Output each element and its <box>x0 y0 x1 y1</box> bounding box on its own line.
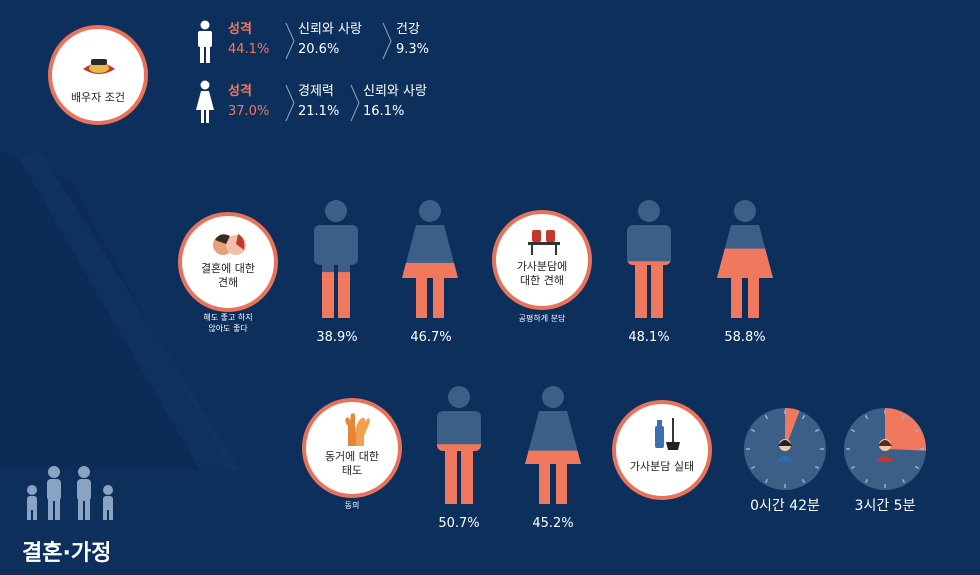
female-condition-2: 경제력 21.1% <box>298 84 340 119</box>
chevron-right-icon <box>285 84 295 122</box>
male-condition-2: 신뢰와 사랑 20.6% <box>298 22 362 57</box>
cohabitation-label-2: 태도 <box>341 464 363 477</box>
spouse-conditions-circle: 배우자 조건 <box>48 25 148 125</box>
housework-view-label-1: 가사분담에 <box>516 260 568 273</box>
chevron-right-icon <box>382 22 392 60</box>
marriage-view-label-1: 결혼에 대한 <box>200 262 256 275</box>
cohabitation-label-1: 동거에 대한 <box>324 450 380 463</box>
cushion-icon <box>83 59 115 74</box>
marriage-view-circle: 결혼에 대한 견해 <box>178 212 278 312</box>
housework-view-female-figure <box>717 200 773 318</box>
couple-kiss-icon <box>213 234 246 255</box>
housework-view-circle: 가사분담에 대한 견해 <box>492 210 592 310</box>
cohabitation-sub: 동의 <box>344 501 360 510</box>
section-title: 결혼·가정 <box>22 541 112 566</box>
time-sector <box>785 408 800 449</box>
male-condition-1: 성격 44.1% <box>228 22 270 57</box>
chevron-right-icon <box>350 84 360 122</box>
marriage-view-label-2: 견해 <box>217 276 239 289</box>
housework-view-male-figure <box>627 200 671 318</box>
chairs-table-icon <box>528 230 560 255</box>
gloves-icon <box>345 413 370 446</box>
housework-view-male-pct: 48.1% <box>628 330 670 345</box>
chevron-right-icon <box>285 22 295 60</box>
cleaning-supplies-icon <box>655 418 680 450</box>
female-condition-1: 성격 37.0% <box>228 84 270 119</box>
marriage-female-figure <box>402 200 458 318</box>
marriage-male-figure <box>314 200 358 318</box>
housework-actual-label: 가사분담 실태 <box>629 460 695 473</box>
cohabitation-female-figure <box>525 386 581 504</box>
housework-view-female-pct: 58.8% <box>724 330 766 345</box>
cohabitation-circle: 동거에 대한 태도 <box>302 398 402 498</box>
housework-view-label-2: 대한 견해 <box>520 274 564 287</box>
marriage-female-pct: 46.7% <box>410 330 452 345</box>
cohabitation-female-pct: 45.2% <box>532 516 574 531</box>
female-housework-time: 3시간 5분 <box>854 498 916 514</box>
female-condition-3: 신뢰와 사랑 16.1% <box>363 84 427 119</box>
cohabitation-male-pct: 50.7% <box>438 516 480 531</box>
cohabitation-male-figure <box>437 386 481 504</box>
male-housework-time: 0시간 42분 <box>750 498 820 514</box>
male-housework-time-chart <box>744 408 826 490</box>
housework-view-sub: 공평하게 분담 <box>518 314 566 323</box>
time-sector <box>885 408 926 451</box>
male-avatar-icon <box>776 439 794 462</box>
male-condition-3: 건강 9.3% <box>396 22 430 57</box>
male-person-icon <box>198 20 212 63</box>
housework-actual-circle: 가사분담 실태 <box>612 400 712 500</box>
female-housework-time-chart <box>844 408 926 490</box>
female-person-icon <box>196 80 214 123</box>
spouse-conditions-label: 배우자 조건 <box>70 91 126 104</box>
marriage-view-sub: 해도 좋고 하지 않아도 좋다 <box>203 313 253 333</box>
female-avatar-icon <box>876 439 894 462</box>
family-icon <box>27 466 113 520</box>
marriage-male-pct: 38.9% <box>316 330 358 345</box>
